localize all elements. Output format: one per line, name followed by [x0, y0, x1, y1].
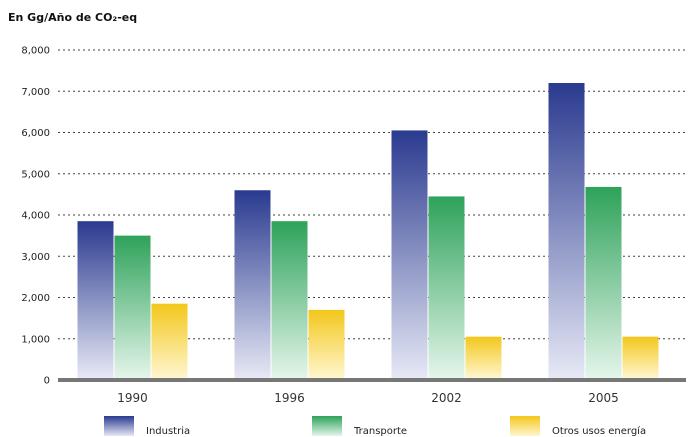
legend-label-industria: Industria — [146, 426, 190, 437]
y-tick-label: 4,000 — [21, 211, 50, 222]
chart-title: En Gg/Año de CO₂-eq — [8, 11, 137, 24]
x-tick-label: 1996 — [274, 391, 305, 405]
x-tick-label: 1990 — [117, 391, 148, 405]
legend: Industria Transporte Otros usos energía — [104, 416, 646, 437]
legend-label-transporte: Transporte — [353, 426, 407, 437]
y-tick-label: 1,000 — [21, 334, 50, 345]
legend-swatch-industria — [104, 416, 134, 436]
bar-industria-2005 — [548, 83, 585, 378]
bar-otros-usos-energ-a-2002 — [465, 336, 502, 378]
legend-label-otros-usos-energ-a: Otros usos energía — [552, 425, 646, 437]
bar-industria-2002 — [391, 130, 428, 378]
x-axis-ticks: 1990 1996 2002 2005 — [117, 391, 619, 405]
bar-transporte-2002 — [428, 196, 465, 378]
y-tick-label: 0 — [44, 376, 50, 387]
x-axis — [58, 378, 686, 382]
bar-industria-1990 — [77, 221, 114, 378]
x-tick-label: 2002 — [431, 391, 462, 405]
legend-swatch-transporte — [312, 416, 342, 436]
x-tick-label: 2005 — [588, 391, 619, 405]
y-tick-label: 8,000 — [21, 46, 50, 57]
y-tick-label: 2,000 — [21, 293, 50, 304]
y-tick-label: 7,000 — [21, 87, 50, 98]
y-tick-label: 3,000 — [21, 252, 50, 263]
y-axis-ticks: 0 1,000 2,000 3,000 4,000 5,000 6,000 7,000 8,00… — [21, 46, 50, 387]
bar-transporte-2005 — [585, 186, 622, 378]
bars — [77, 83, 659, 378]
bar-transporte-1996 — [271, 221, 308, 378]
legend-swatch-otros-usos-energ-a — [510, 416, 540, 436]
bar-otros-usos-energ-a-2005 — [622, 336, 659, 378]
bar-transporte-1990 — [114, 235, 151, 378]
bar-otros-usos-energ-a-1990 — [151, 303, 188, 378]
y-tick-label: 6,000 — [21, 128, 50, 139]
bar-industria-1996 — [234, 190, 271, 378]
bar-otros-usos-energ-a-1996 — [308, 309, 345, 378]
y-tick-label: 5,000 — [21, 169, 50, 180]
